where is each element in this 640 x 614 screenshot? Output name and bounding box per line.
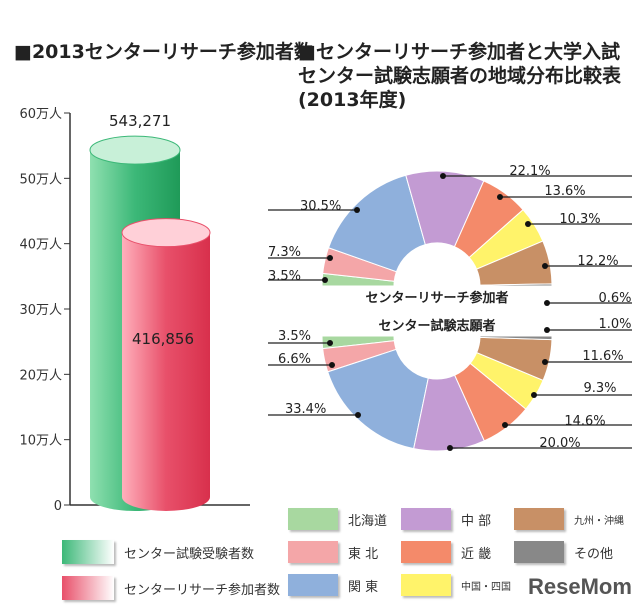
percent-label: 0.6% [598, 291, 631, 306]
leader-dot [502, 422, 508, 428]
bar-value-label: 416,856 [132, 330, 194, 348]
legend-swatch [288, 574, 338, 596]
leader-dot [327, 255, 333, 261]
legend-swatch [288, 508, 338, 530]
y-tick-label: 30万人 [19, 303, 62, 318]
percent-label: 11.6% [582, 349, 623, 364]
bar-legend-item: センターリサーチ参加者数 [62, 576, 280, 600]
percent-label: 7.3% [268, 245, 301, 260]
percent-label: 3.5% [278, 329, 311, 344]
legend-label: 中 部 [461, 513, 492, 529]
percent-label: 12.2% [577, 254, 618, 269]
percent-label: 33.4% [285, 402, 326, 417]
legend-label: 関 東 [348, 579, 379, 595]
leader-dot [354, 207, 360, 213]
donut-legend-item: その他 [514, 541, 613, 563]
leader-dot [355, 412, 361, 418]
legend-label: 近 畿 [461, 546, 492, 562]
donut-series-label: センター試験志願者 [378, 318, 495, 334]
bar-top [121, 218, 211, 248]
leader-dot [447, 445, 453, 451]
percent-label: 13.6% [544, 184, 585, 199]
bar-top [89, 135, 181, 165]
percent-label: 9.3% [583, 381, 616, 396]
donut-series-label: センターリサーチ参加者 [365, 290, 508, 306]
y-tick-label: 60万人 [19, 107, 62, 122]
donut-legend-item: 関 東 [288, 574, 378, 596]
donut-legend-item: 近 畿 [401, 541, 491, 563]
leader-dot [542, 359, 548, 365]
leader-dot [531, 392, 537, 398]
percent-label: 6.6% [278, 352, 311, 367]
donut-legend-item: 東 北 [288, 541, 378, 563]
legend-swatch [62, 540, 114, 564]
percent-label: 22.1% [509, 164, 550, 179]
donut-legend-item: 中国・四国 [401, 574, 511, 596]
percent-label: 14.6% [564, 414, 605, 429]
legend-label: 九州・沖縄 [574, 515, 624, 527]
leader-dot [440, 173, 446, 179]
legend-label: センター試験受験者数 [124, 546, 255, 562]
bar-legend-item: センター試験受験者数 [62, 540, 254, 564]
legend-swatch [62, 576, 114, 600]
leader-dot [525, 221, 531, 227]
leader-dot [327, 340, 333, 346]
percent-label: 30.5% [300, 199, 341, 214]
percent-label: 20.0% [539, 436, 580, 451]
donut-chart-title: ■センターリサーチ参加者と大学入試センター試験志願者の地域分布比較表(2013年… [298, 41, 622, 111]
leader-dot [544, 327, 550, 333]
bar-chart-title: ■2013センターリサーチ参加者数 [14, 41, 313, 63]
bar-cylinder [122, 232, 210, 511]
legend-swatch [288, 541, 338, 563]
donut-legend-item: 九州・沖縄 [514, 508, 624, 530]
donut-segment [479, 283, 553, 287]
leader-dot [542, 263, 548, 269]
donut-segment [327, 348, 429, 450]
legend-swatch [514, 541, 564, 563]
donut-segment [327, 174, 426, 273]
y-tick-label: 20万人 [19, 368, 62, 383]
legend-swatch [401, 508, 451, 530]
legend-label: 東 北 [348, 546, 379, 562]
donut-legend-item: 中 部 [401, 508, 491, 530]
leader-dot [322, 277, 328, 283]
resemom-logo: ReseMom [528, 574, 632, 599]
legend-swatch [514, 508, 564, 530]
percent-label: 3.5% [268, 269, 301, 284]
legend-swatch [401, 574, 451, 596]
donut-legend-item: 北海道 [288, 508, 387, 530]
leader-dot [497, 194, 503, 200]
leader-dot [329, 362, 335, 368]
donut-segment [479, 335, 553, 341]
legend-label: 中国・四国 [461, 581, 511, 593]
legend-swatch [401, 541, 451, 563]
y-tick-label: 10万人 [19, 434, 62, 449]
percent-label: 1.0% [598, 317, 631, 332]
legend-label: その他 [574, 546, 614, 562]
leader-dot [544, 300, 550, 306]
legend-label: 北海道 [348, 513, 388, 529]
y-tick-label: 0 [54, 499, 62, 514]
percent-label: 10.3% [559, 212, 600, 227]
legend-label: センターリサーチ参加者数 [124, 582, 281, 598]
bar-value-label: 543,271 [109, 112, 171, 130]
y-tick-label: 50万人 [19, 172, 62, 187]
y-tick-label: 40万人 [19, 238, 62, 253]
